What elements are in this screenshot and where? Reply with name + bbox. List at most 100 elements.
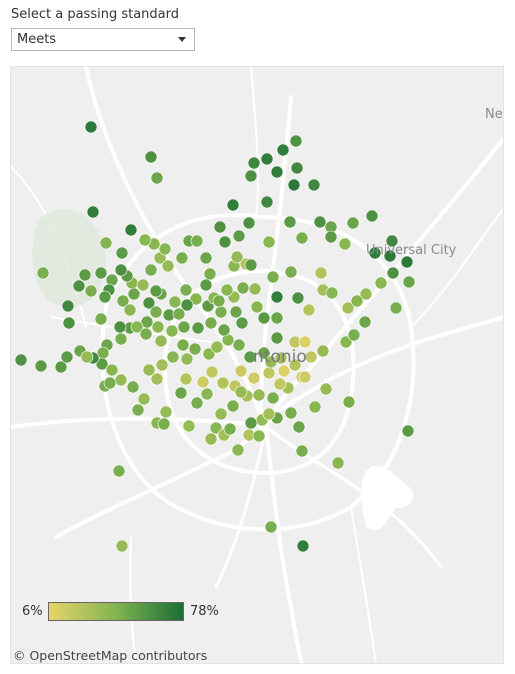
school-point[interactable] [223, 422, 237, 436]
school-point[interactable] [287, 178, 301, 192]
school-point[interactable] [199, 278, 213, 292]
school-point[interactable] [385, 234, 399, 248]
school-point[interactable] [358, 315, 372, 329]
school-point[interactable] [150, 372, 164, 386]
map-panel[interactable]: ntonio Universal City Ne 6% 78% © OpenSt… [10, 66, 504, 664]
map-attribution[interactable]: © OpenStreetMap contributors [13, 648, 208, 663]
school-point[interactable] [270, 290, 284, 304]
school-point[interactable] [94, 266, 108, 280]
school-point[interactable] [144, 150, 158, 164]
school-point[interactable] [402, 275, 416, 289]
school-point[interactable] [292, 420, 306, 434]
school-point[interactable] [103, 376, 117, 390]
school-point[interactable] [234, 364, 248, 378]
school-point[interactable] [290, 161, 304, 175]
school-point[interactable] [176, 338, 190, 352]
school-point[interactable] [200, 387, 214, 401]
school-point[interactable] [386, 266, 400, 280]
school-point[interactable] [284, 406, 298, 420]
school-point[interactable] [229, 305, 243, 319]
school-point[interactable] [177, 320, 191, 334]
school-point[interactable] [136, 278, 150, 292]
school-point[interactable] [159, 405, 173, 419]
school-point[interactable] [175, 251, 189, 265]
school-point[interactable] [155, 358, 169, 372]
school-point[interactable] [262, 366, 276, 380]
school-point[interactable] [264, 520, 278, 534]
school-point[interactable] [84, 120, 98, 134]
school-point[interactable] [270, 165, 284, 179]
school-point[interactable] [142, 363, 156, 377]
school-point[interactable] [54, 360, 68, 374]
school-point[interactable] [137, 392, 151, 406]
school-point[interactable] [350, 294, 364, 308]
school-point[interactable] [115, 246, 129, 260]
school-point[interactable] [234, 385, 248, 399]
school-point[interactable] [204, 316, 218, 330]
school-point[interactable] [302, 303, 316, 317]
school-point[interactable] [142, 296, 156, 310]
school-point[interactable] [401, 424, 415, 438]
school-point[interactable] [190, 234, 204, 248]
map-canvas[interactable] [11, 67, 504, 664]
school-point[interactable] [60, 350, 74, 364]
school-point[interactable] [214, 305, 228, 319]
school-point[interactable] [115, 539, 129, 553]
school-point[interactable] [204, 432, 218, 446]
school-point[interactable] [99, 236, 113, 250]
school-point[interactable] [168, 295, 182, 309]
school-point[interactable] [273, 377, 287, 391]
school-point[interactable] [131, 403, 145, 417]
school-point[interactable] [212, 294, 226, 308]
school-point[interactable] [236, 281, 250, 295]
school-point[interactable] [365, 209, 379, 223]
school-point[interactable] [231, 443, 245, 457]
school-point[interactable] [316, 344, 330, 358]
school-point[interactable] [172, 307, 186, 321]
school-point[interactable] [247, 156, 261, 170]
school-point[interactable] [331, 456, 345, 470]
school-point[interactable] [191, 321, 205, 335]
school-point[interactable] [214, 407, 228, 421]
school-point[interactable] [123, 303, 137, 317]
school-point[interactable] [232, 229, 246, 243]
school-point[interactable] [262, 235, 276, 249]
school-point[interactable] [202, 347, 216, 361]
school-point[interactable] [62, 316, 76, 330]
school-point[interactable] [244, 258, 258, 272]
school-point[interactable] [257, 346, 271, 360]
school-point[interactable] [359, 287, 373, 301]
school-point[interactable] [288, 358, 302, 372]
school-point[interactable] [154, 334, 168, 348]
school-point[interactable] [199, 251, 213, 265]
school-point[interactable] [217, 323, 231, 337]
school-point[interactable] [283, 215, 297, 229]
school-point[interactable] [226, 198, 240, 212]
school-point[interactable] [114, 373, 128, 387]
school-point[interactable] [150, 171, 164, 185]
school-point[interactable] [338, 237, 352, 251]
school-point[interactable] [95, 357, 109, 371]
school-point[interactable] [295, 231, 309, 245]
school-point[interactable] [298, 370, 312, 384]
school-point[interactable] [105, 363, 119, 377]
school-point[interactable] [339, 335, 353, 349]
school-point[interactable] [284, 265, 298, 279]
school-point[interactable] [166, 350, 180, 364]
school-point[interactable] [158, 242, 172, 256]
school-point[interactable] [270, 311, 284, 325]
school-point[interactable] [250, 300, 264, 314]
school-point[interactable] [149, 284, 163, 298]
school-point[interactable] [205, 365, 219, 379]
school-point[interactable] [179, 372, 193, 386]
school-point[interactable] [189, 292, 203, 306]
school-point[interactable] [144, 263, 158, 277]
school-point[interactable] [165, 324, 179, 338]
school-point[interactable] [112, 464, 126, 478]
school-point[interactable] [157, 417, 171, 431]
school-point[interactable] [400, 255, 414, 269]
school-point[interactable] [247, 371, 261, 385]
school-point[interactable] [298, 335, 312, 349]
school-point[interactable] [124, 223, 138, 237]
school-point[interactable] [127, 287, 141, 301]
